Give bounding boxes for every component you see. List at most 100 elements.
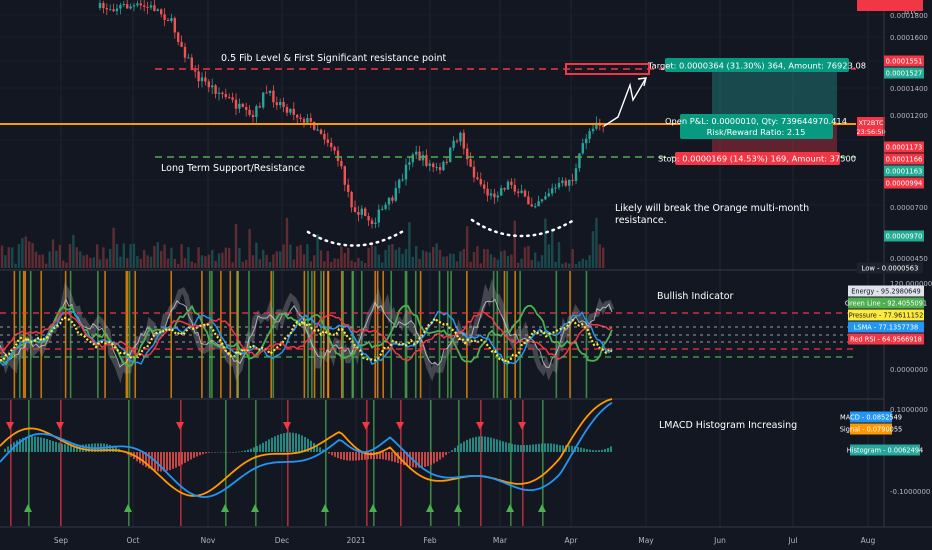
resistance-box[interactable] xyxy=(565,63,650,75)
signal-bar xyxy=(585,271,588,398)
volume-bar xyxy=(438,250,442,268)
price-tag-label: 0.0000994 xyxy=(886,180,923,188)
histogram-bar xyxy=(367,452,369,460)
stop-box[interactable]: Stop: 0.0000169 (14.53%) 169, Amount: 37… xyxy=(658,152,856,165)
histogram-bar xyxy=(241,451,243,452)
candle-body xyxy=(340,160,343,167)
histogram-bar xyxy=(55,441,57,452)
sell-arrow-icon xyxy=(476,422,484,430)
histogram-bar xyxy=(508,443,510,452)
candle-body xyxy=(194,70,197,72)
volume-bar xyxy=(82,255,85,268)
volume-bar xyxy=(353,262,357,268)
sell-arrow-icon xyxy=(362,422,370,430)
candle-body xyxy=(381,208,384,210)
histogram-bar xyxy=(331,452,333,456)
candle-body xyxy=(452,140,455,148)
histogram-bar xyxy=(244,450,246,452)
candle-body xyxy=(251,114,255,118)
signal-bar xyxy=(40,271,43,398)
macd-signal-bar xyxy=(128,400,130,526)
candle-body xyxy=(350,191,353,208)
volume-bar xyxy=(166,258,170,268)
histogram-bar xyxy=(493,438,495,452)
volume-bar xyxy=(187,247,190,268)
histogram-bar xyxy=(289,432,291,452)
histogram-bar xyxy=(499,440,501,452)
volume-bar xyxy=(466,226,469,268)
time-label: Jul xyxy=(787,536,797,545)
signal-bar xyxy=(170,271,173,398)
histogram-bar xyxy=(19,439,21,452)
time-label: Dec xyxy=(275,536,290,545)
price-axis[interactable]: BTC 0.0001800 0.0001600 0.0001400 0.0001200… xyxy=(840,0,932,496)
volume-bar xyxy=(306,244,309,268)
histogram-bar xyxy=(202,452,204,455)
volume-bar xyxy=(268,261,272,268)
time-axis[interactable]: Sep Oct Nov Dec 2021 Feb Mar Apr May Jun Jul Aug xyxy=(54,536,876,545)
price-tag-bg xyxy=(884,165,924,177)
volume-bar xyxy=(234,224,238,268)
histogram-bar xyxy=(307,438,309,452)
lmacd-pane[interactable]: LMACD Histogram Increasing xyxy=(0,398,797,526)
candle-body xyxy=(428,163,431,166)
volume-bar xyxy=(173,258,176,268)
volume-bar xyxy=(231,262,234,268)
buy-arrow-icon xyxy=(124,504,132,512)
volume-bar xyxy=(442,256,445,268)
histogram-bar xyxy=(109,444,111,452)
volume-bar xyxy=(462,248,465,268)
histogram-bar xyxy=(163,452,165,472)
histogram-bar xyxy=(547,443,549,452)
price-tick: 0.0000700 xyxy=(890,204,928,212)
time-label: Oct xyxy=(127,536,140,545)
histogram-bar xyxy=(589,449,591,452)
candle-body xyxy=(268,90,272,93)
indicator-tick: 120.0000000 xyxy=(890,280,932,288)
histogram-bar xyxy=(25,437,27,452)
volume-bar xyxy=(432,247,435,268)
histogram-bar xyxy=(220,451,222,453)
volume-bar xyxy=(428,252,431,268)
candle-body xyxy=(129,6,132,9)
signal-bar xyxy=(466,271,468,398)
candle-body xyxy=(588,131,591,139)
candle-body xyxy=(496,195,499,198)
bullish-indicator-pane[interactable]: Bullish Indicator xyxy=(0,271,856,398)
histogram-bar xyxy=(277,434,279,452)
candle-body xyxy=(547,193,550,197)
price-tag-bg xyxy=(884,141,924,153)
histogram-bar xyxy=(385,452,387,460)
price-tag-label: 0.0001163 xyxy=(886,168,923,176)
histogram-bar xyxy=(475,436,477,452)
histogram-bar xyxy=(520,445,522,452)
macd-signal-bar xyxy=(480,400,482,526)
histogram-bar xyxy=(373,452,375,459)
histogram-bar xyxy=(253,447,255,452)
histogram-bar xyxy=(76,445,78,452)
volume-bar xyxy=(0,245,4,268)
open-pl-box[interactable]: Open P&L: 0.0000010, Qty: 739644970.414 … xyxy=(665,114,847,139)
legend-label: Red RSI - 64.9566918 xyxy=(850,336,922,344)
target-box[interactable]: Target: 0.0000364 (31.30%) 364, Amount: … xyxy=(647,58,866,72)
legend-chip xyxy=(848,285,924,297)
signal-bar xyxy=(569,271,571,398)
candle-body xyxy=(275,102,278,106)
histogram-bar xyxy=(139,452,141,464)
signal-bar xyxy=(404,271,407,398)
histogram-bar xyxy=(226,452,228,453)
histogram-bar xyxy=(148,452,150,469)
macd-signal-bar xyxy=(510,400,512,526)
candle-body xyxy=(224,94,227,98)
candle-body xyxy=(442,161,445,171)
volume-bar xyxy=(547,244,550,268)
candle-body xyxy=(319,129,323,134)
sell-arrow-icon xyxy=(176,422,184,430)
legend-chip xyxy=(848,309,924,321)
price-pane[interactable]: 0.5 Fib Level & First Significant resist… xyxy=(0,0,886,268)
price-tags: 0.0001551 0.0001527 0.0001173 0.0001166 0.00… xyxy=(857,0,924,274)
volume-bar xyxy=(364,263,367,268)
candle-body xyxy=(221,92,224,95)
histogram-bar xyxy=(559,445,561,452)
